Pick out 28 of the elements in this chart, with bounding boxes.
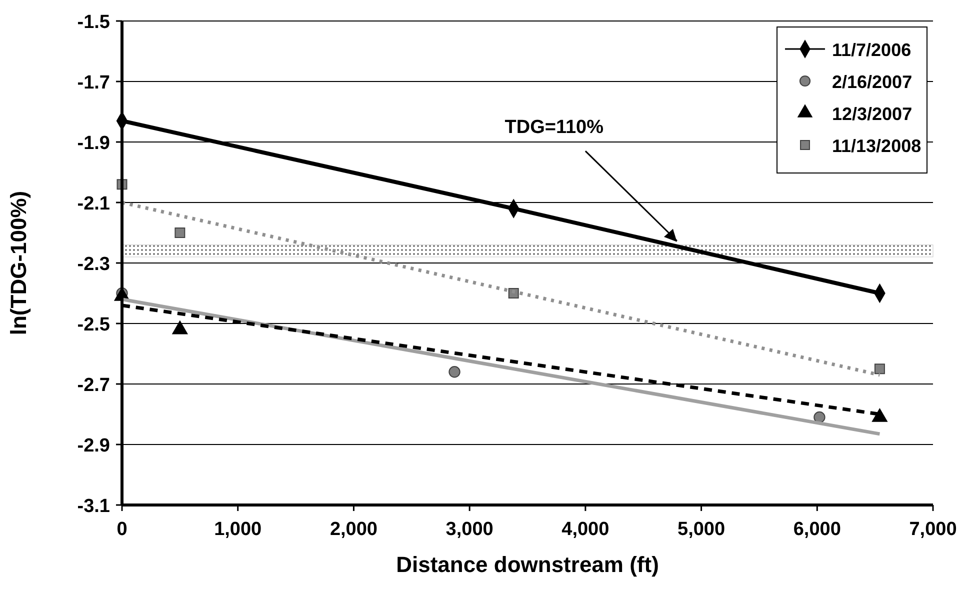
legend-label: 2/16/2007 <box>832 72 912 92</box>
x-tick-label: 6,000 <box>793 519 841 540</box>
y-tick-label: -2.1 <box>77 194 110 214</box>
point <box>874 364 885 374</box>
x-tick-label: 4,000 <box>562 519 610 540</box>
point <box>174 228 186 238</box>
legend-label: 11/7/2006 <box>832 40 912 60</box>
band-label: TDG=110% <box>504 116 604 138</box>
y-tick-label: -2.3 <box>77 254 110 275</box>
x-axis-title: Distance downstream (ft) <box>396 552 659 577</box>
point <box>814 411 826 424</box>
x-tick-label: 5,000 <box>678 519 726 540</box>
x-tick-label: 0 <box>116 519 128 540</box>
legend-label: 12/3/2007 <box>832 104 912 124</box>
y-axis-title: ln(TDG-100%) <box>6 190 31 336</box>
x-tick-label: 7,000 <box>909 519 957 540</box>
legend-label: 11/13/2008 <box>832 136 922 156</box>
point <box>448 366 460 378</box>
x-tick-label: 3,000 <box>446 519 494 540</box>
x-tick-label: 2,000 <box>330 519 378 540</box>
y-tick-label: -1.5 <box>77 12 110 33</box>
y-tick-label: -2.7 <box>77 375 110 396</box>
y-tick-label: -1.7 <box>77 72 110 94</box>
y-tick-label: -2.5 <box>77 314 110 336</box>
y-tick-label: -3.1 <box>77 496 110 517</box>
x-tick-label: 1,000 <box>214 519 262 540</box>
y-tick-label: -1.9 <box>77 133 110 154</box>
y-tick-label: -2.9 <box>77 436 110 456</box>
